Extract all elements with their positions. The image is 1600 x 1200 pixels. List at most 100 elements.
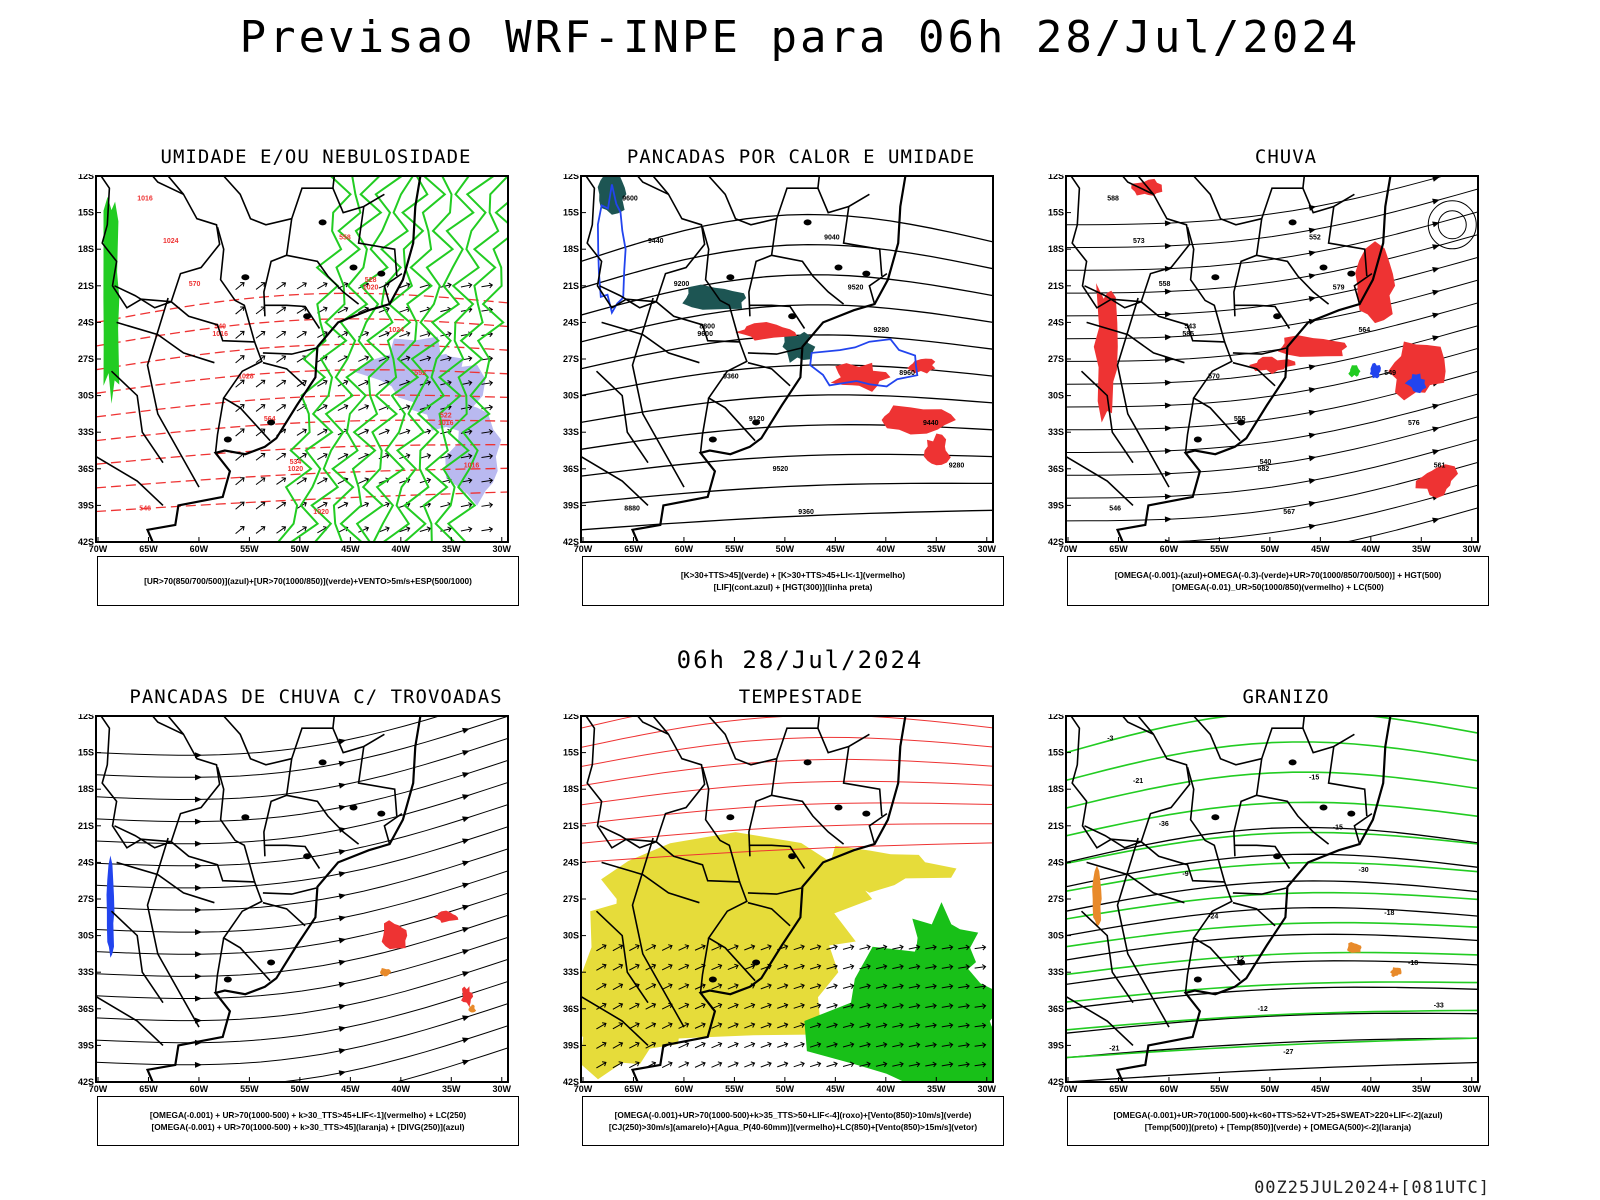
wind-vector [235, 379, 245, 388]
wind-vector [859, 944, 871, 951]
contour-label: 9520 [848, 285, 864, 292]
border-line [262, 901, 306, 927]
wind-vector [255, 428, 266, 437]
wind-vector [661, 1061, 673, 1068]
contour-label: 585 [1182, 331, 1194, 338]
contour-label: 546 [1109, 505, 1121, 512]
wind-vector [974, 944, 987, 951]
flow-arrow [194, 818, 202, 825]
wind-vector [596, 1061, 607, 1069]
streamline [1066, 279, 1478, 340]
wind-vector [875, 963, 888, 970]
lat-tick-label: 42S [78, 1077, 94, 1087]
flow-arrow [1164, 516, 1172, 523]
flow-arrow [1164, 379, 1172, 386]
border-line [1233, 218, 1263, 317]
coastline-and-borders [96, 716, 422, 1082]
lon-tick-label: 55W [725, 544, 744, 554]
lat-tick-label: 15S [563, 208, 579, 218]
lake [834, 804, 843, 811]
wind-vector [777, 1061, 789, 1068]
flow-arrow [194, 796, 202, 803]
flow-arrow [1164, 288, 1172, 295]
lif-contours [596, 184, 919, 388]
shaded-area [1369, 362, 1381, 379]
shaded-area [433, 910, 459, 923]
contour-line [446, 201, 508, 542]
map-content: 1016101610201020101610241028102010241016… [96, 176, 508, 542]
lon-tick-label: 70W [1059, 1084, 1078, 1094]
lat-tick-label: 18S [78, 784, 94, 794]
lon-tick-label: 30W [1463, 544, 1482, 554]
wind-vector [711, 1061, 723, 1068]
flow-arrow [338, 738, 347, 745]
wind-vector [629, 1002, 640, 1010]
lat-tick-label: 33S [563, 967, 579, 977]
flow-arrow [1164, 311, 1172, 318]
wind-vector [235, 428, 245, 437]
wind-vector [235, 355, 245, 364]
lon-tick-label: 70W [574, 544, 593, 554]
wind-vector [892, 1061, 904, 1068]
wind-vector [777, 983, 789, 990]
border-line [110, 910, 164, 1004]
contour-line [581, 274, 993, 316]
border-line [332, 716, 336, 729]
contour-label: 8960 [899, 370, 915, 377]
map-content [581, 716, 993, 1082]
contour-line [339, 176, 414, 542]
wind-vector [481, 282, 494, 289]
wind-vector [440, 282, 452, 289]
lake [349, 264, 358, 271]
border-line [1066, 455, 1134, 506]
contour-label: -36 [1159, 821, 1169, 828]
wind-vector [645, 1002, 657, 1010]
border-line [1184, 937, 1195, 993]
wind-vector [974, 983, 987, 990]
contour-label: -18 [1384, 910, 1394, 917]
lat-tick-label: 30S [563, 931, 579, 941]
contour-line [1066, 891, 1478, 920]
lon-tick-label: 70W [574, 1084, 593, 1094]
wind-vector [317, 452, 328, 460]
wind-vector [892, 1003, 904, 1009]
border-line [216, 766, 256, 883]
map-content [96, 716, 508, 1082]
border-line [771, 794, 845, 845]
lat-tick-label: 18S [563, 244, 579, 254]
wind-vector [337, 501, 349, 509]
omega-blue-area [1369, 362, 1427, 394]
wind-vector [645, 944, 657, 951]
lat-tick-label: 15S [78, 208, 94, 218]
lon-tick-label: 65W [139, 1084, 158, 1094]
wind-vector [612, 983, 624, 991]
flow-arrow [338, 760, 347, 767]
streamline [96, 870, 508, 933]
wind-vector [941, 944, 954, 951]
lake [1211, 274, 1220, 281]
wind-vector [941, 1042, 954, 1048]
lat-tick-label: 39S [78, 1040, 94, 1050]
panel-title: CHUVA [1254, 146, 1318, 168]
wind-vector [317, 404, 328, 412]
wind-vector [276, 306, 287, 315]
border-line [748, 218, 778, 317]
contour-label: -30 [1359, 867, 1369, 874]
contour-line [1066, 921, 1478, 948]
contour-line [403, 176, 475, 542]
flow-arrow [1432, 176, 1440, 182]
legend-line: [OMEGA(-0.001) + UR>70(1000-500) + k>30_… [151, 1122, 465, 1132]
wind-vector [694, 944, 706, 951]
lake [1288, 219, 1297, 226]
lon-tick-label: 50W [1261, 544, 1280, 554]
streamline [96, 826, 508, 889]
wind-vector [859, 963, 871, 970]
wind-vector [296, 282, 307, 290]
flow-arrow [462, 772, 470, 778]
flow-arrow [194, 995, 202, 1002]
contour-line [1066, 1061, 1478, 1082]
legend-box: [OMEGA(-0.001)-(azul)+OMEGA(-0.3)-(verde… [1067, 556, 1489, 606]
border-line [599, 825, 657, 849]
wind-vector [481, 428, 494, 435]
legend-line: [OMEGA(-0.001) + UR>70(1000-500) + k>30_… [149, 1110, 467, 1120]
